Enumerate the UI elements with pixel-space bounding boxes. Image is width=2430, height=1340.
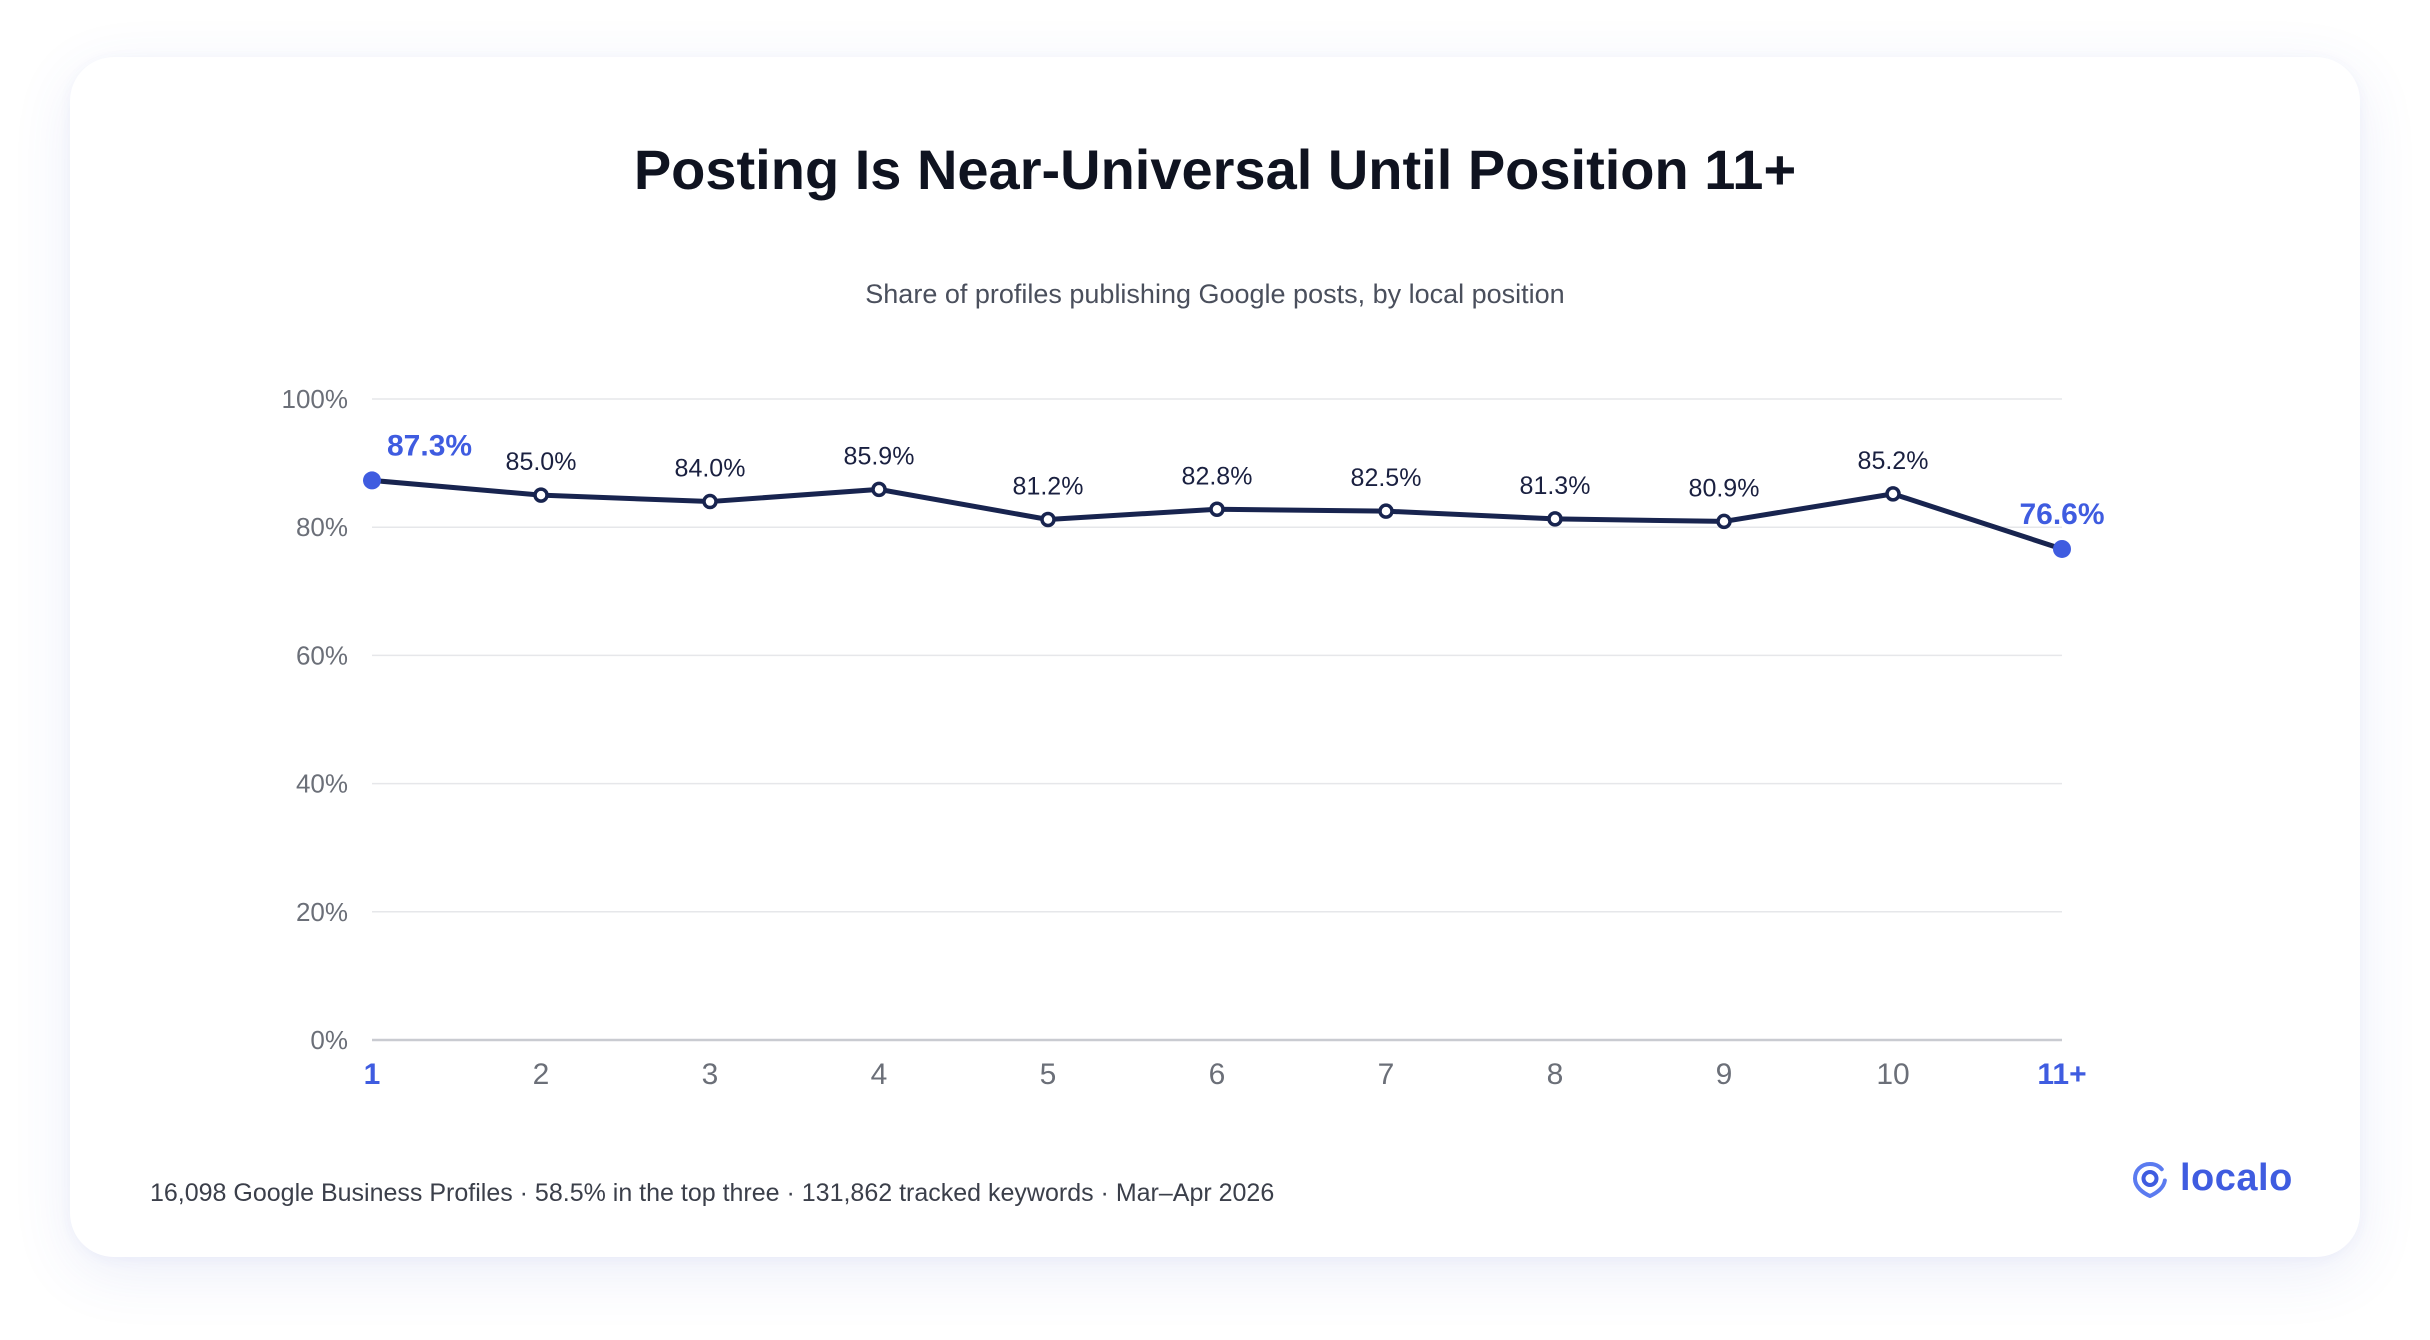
y-tick-label: 60%	[296, 640, 348, 670]
chart-footnote: 16,098 Google Business Profiles · 58.5% …	[150, 1179, 1275, 1207]
data-labels: 87.3% 85.0% 84.0% 85.9% 81.2% 82.8% 82.5% 81.3%…	[387, 429, 2105, 531]
x-tick-label: 10	[1876, 1058, 1909, 1091]
data-point	[1547, 511, 1563, 527]
data-point	[1040, 511, 1056, 528]
x-tick-label: 2	[533, 1058, 550, 1091]
data-point-highlight	[2053, 539, 2071, 558]
data-point	[533, 487, 549, 503]
x-axis-ticks: 1 2 3 4 5 6 7 8 9 10 11+	[364, 1058, 2087, 1091]
data-label: 82.8%	[1182, 462, 1253, 490]
data-label: 76.6%	[2019, 498, 2104, 531]
data-label: 84.0%	[675, 455, 746, 483]
x-tick-label: 6	[1209, 1058, 1226, 1091]
x-tick-label: 1	[364, 1058, 381, 1091]
y-tick-label: 0%	[310, 1025, 348, 1055]
data-label: 85.9%	[844, 442, 915, 470]
y-tick-label: 20%	[296, 897, 348, 927]
data-points	[363, 471, 2071, 558]
y-axis-ticks: 0% 20% 40% 60% 80% 100%	[282, 384, 349, 1055]
data-label: 82.5%	[1351, 464, 1422, 492]
data-label: 85.2%	[1858, 447, 1929, 475]
y-tick-label: 80%	[296, 512, 348, 542]
data-label: 81.2%	[1013, 473, 1084, 501]
line-chart: 0%20%40%60%80%100% 1 2 3 4 5 6 7 8 9 10 11+ 87.3% 8…	[282, 384, 2105, 1091]
x-tick-label: 8	[1547, 1058, 1564, 1091]
x-tick-label: 7	[1378, 1058, 1395, 1091]
chart-card: Posting Is Near-Universal Until Position…	[70, 57, 2360, 1257]
y-tick-label: 100%	[282, 384, 349, 414]
chart-title: Posting Is Near-Universal Until Position…	[633, 138, 1797, 201]
gridlines	[372, 398, 2062, 1042]
logo-text: localo	[2180, 1157, 2293, 1199]
data-label: 80.9%	[1689, 474, 1760, 502]
x-tick-label: 9	[1716, 1058, 1733, 1091]
data-point	[702, 493, 718, 510]
x-tick-label: 4	[871, 1058, 888, 1091]
data-point	[1209, 501, 1225, 518]
x-tick-label: 5	[1040, 1058, 1057, 1091]
chart-subtitle: Share of profiles publishing Google post…	[865, 279, 1565, 309]
data-point	[871, 481, 887, 498]
data-label: 85.0%	[506, 448, 577, 476]
data-point	[1378, 503, 1394, 519]
data-point	[1885, 486, 1901, 502]
x-tick-label: 3	[702, 1058, 719, 1091]
y-tick-label: 40%	[296, 769, 348, 799]
data-label: 81.3%	[1520, 472, 1591, 500]
data-point-highlight	[363, 471, 381, 490]
x-tick-label: 11+	[2037, 1058, 2086, 1091]
localo-logo: localo	[2130, 1157, 2293, 1200]
data-label: 87.3%	[387, 429, 472, 462]
location-pin-icon	[2132, 1161, 2168, 1198]
data-point	[1716, 513, 1732, 530]
